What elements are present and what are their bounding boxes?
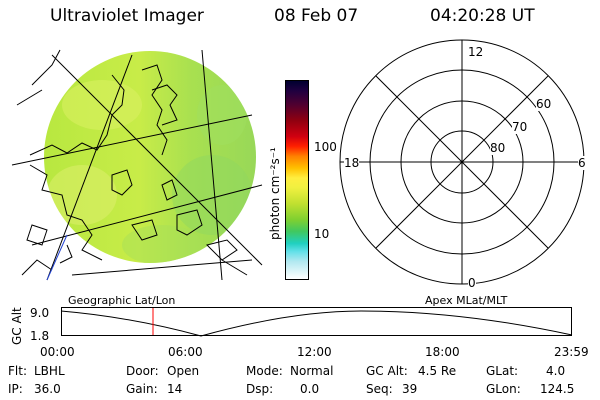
date-label: 08 Feb 07 (274, 6, 359, 26)
colorbar-unit-label: photon cm⁻²s⁻¹ (268, 147, 282, 240)
ip-label: IP: (8, 382, 23, 396)
intensity-colorbar (285, 80, 309, 280)
mlat-label-80: 80 (490, 141, 506, 155)
right-panel-caption: Apex MLat/MLT (425, 294, 508, 307)
coastlines (16, 49, 248, 276)
colorbar-tick-100: 100 (314, 140, 337, 154)
mlat-label-60: 60 (536, 97, 552, 111)
flt-value: LBHL (34, 364, 65, 378)
altitude-min-label: 1.8 (30, 329, 50, 343)
instrument-title: Ultraviolet Imager (50, 6, 204, 26)
glat-label: GLat: (486, 364, 519, 378)
terminator-line (46, 234, 68, 281)
mode-label: Mode: (246, 364, 283, 378)
gain-label: Gain: (126, 382, 158, 396)
dsp-value: 0.0 (300, 382, 320, 396)
geo-grid-lines (11, 49, 263, 281)
left-panel-caption: Geographic Lat/Lon (68, 294, 176, 307)
seq-value: 39 (402, 382, 418, 396)
glat-value: 4.0 (546, 364, 566, 378)
mlt-label-6: 6 (578, 156, 586, 170)
colorbar-tick-10: 10 (314, 227, 330, 241)
disk-texture (47, 80, 252, 263)
mode-value: Normal (290, 364, 334, 378)
time-tick-0600: 06:00 (168, 345, 203, 359)
mlat-mlt-polar-plot (339, 39, 585, 285)
altitude-plot-frame (61, 307, 572, 336)
glon-value: 124.5 (540, 382, 575, 396)
altitude-max-label: 9.0 (30, 306, 50, 320)
mlt-label-0: 0 (468, 276, 476, 290)
time-tick-2359: 23:59 (554, 345, 589, 359)
altitude-curve (60, 310, 573, 337)
gcalt-label: GC Alt: (366, 364, 408, 378)
door-label: Door: (126, 364, 159, 378)
mlat-label-70: 70 (512, 120, 528, 134)
flt-label: Flt: (8, 364, 27, 378)
altitude-plot (60, 307, 573, 337)
mlt-label-18: 18 (344, 156, 360, 170)
polar-diagonal-2 (375, 75, 549, 249)
gain-value: 14 (167, 382, 183, 396)
seq-label: Seq: (366, 382, 393, 396)
gcalt-value: 4.5 Re (418, 364, 457, 378)
time-tick-0000: 00:00 (40, 345, 75, 359)
mlt-label-12: 12 (468, 45, 484, 59)
time-tick-1200: 12:00 (297, 345, 332, 359)
altitude-axis-title: GC Alt (10, 307, 24, 345)
uv-image-panel (11, 49, 263, 281)
time-label: 04:20:28 UT (430, 6, 535, 26)
door-value: Open (167, 364, 200, 378)
glon-label: GLon: (486, 382, 521, 396)
dsp-label: Dsp: (246, 382, 274, 396)
time-tick-1800: 18:00 (425, 345, 460, 359)
ip-value: 36.0 (34, 382, 61, 396)
